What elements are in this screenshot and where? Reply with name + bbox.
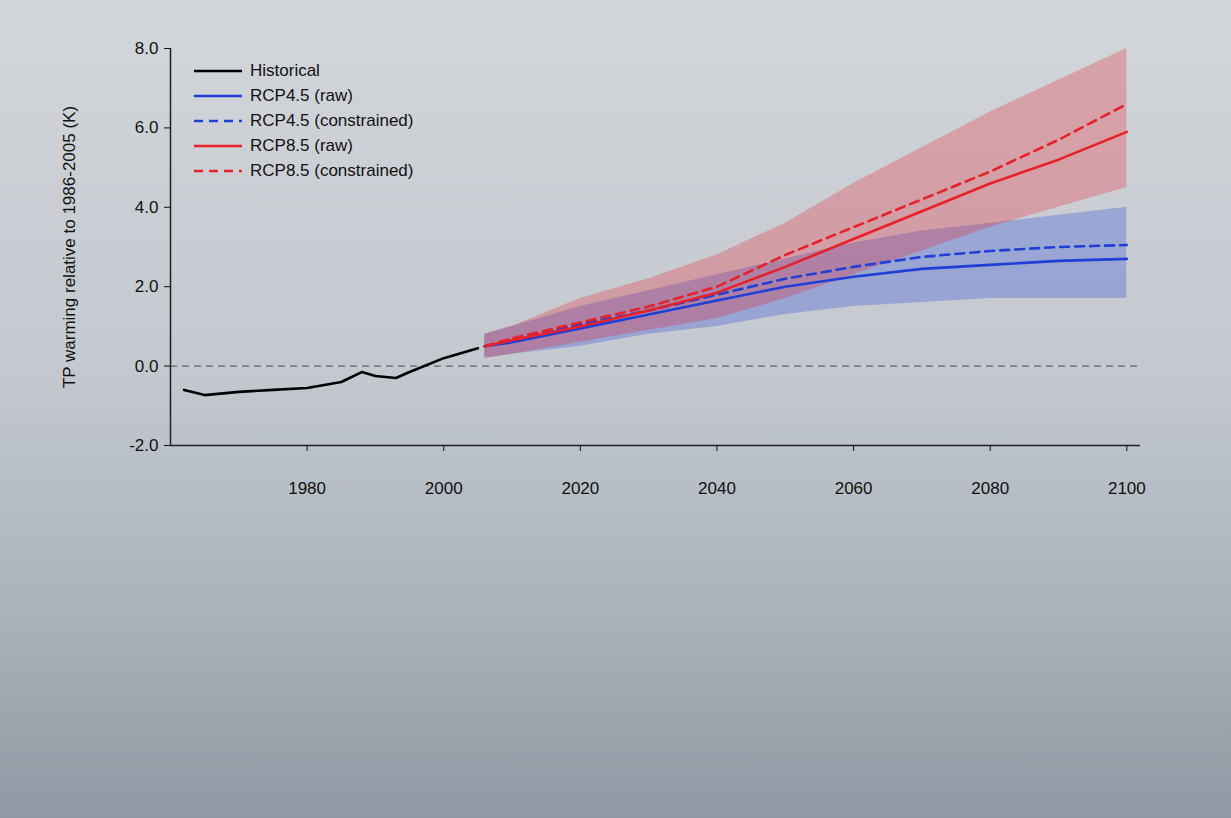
svg-text:4.0: 4.0 <box>135 198 159 217</box>
svg-text:8.0: 8.0 <box>135 39 159 58</box>
svg-text:2100: 2100 <box>1108 479 1146 498</box>
svg-text:0.0: 0.0 <box>135 357 159 376</box>
svg-text:TP warming relative to 1986-20: TP warming relative to 1986-2005 (K) <box>60 106 79 388</box>
svg-text:2080: 2080 <box>971 479 1009 498</box>
html-text:RCP4.5 (constrained): RCP4.5 (constrained) <box>250 110 414 130</box>
svg-text:-2.0: -2.0 <box>129 436 158 455</box>
svg-text:1980: 1980 <box>288 479 326 498</box>
svg-text:2000: 2000 <box>425 479 463 498</box>
html-text:RCP8.5 (constrained): RCP8.5 (constrained) <box>250 160 414 180</box>
svg-text:2020: 2020 <box>561 479 599 498</box>
svg-text:6.0: 6.0 <box>135 118 159 137</box>
html-text:RCP4.5 (raw): RCP4.5 (raw) <box>250 85 353 105</box>
svg-text:2040: 2040 <box>698 479 736 498</box>
html-text:RCP8.5 (raw): RCP8.5 (raw) <box>250 135 353 155</box>
svg-text:2.0: 2.0 <box>135 277 159 296</box>
svg-text:2060: 2060 <box>835 479 873 498</box>
html-text:Historical: Historical <box>250 60 320 80</box>
